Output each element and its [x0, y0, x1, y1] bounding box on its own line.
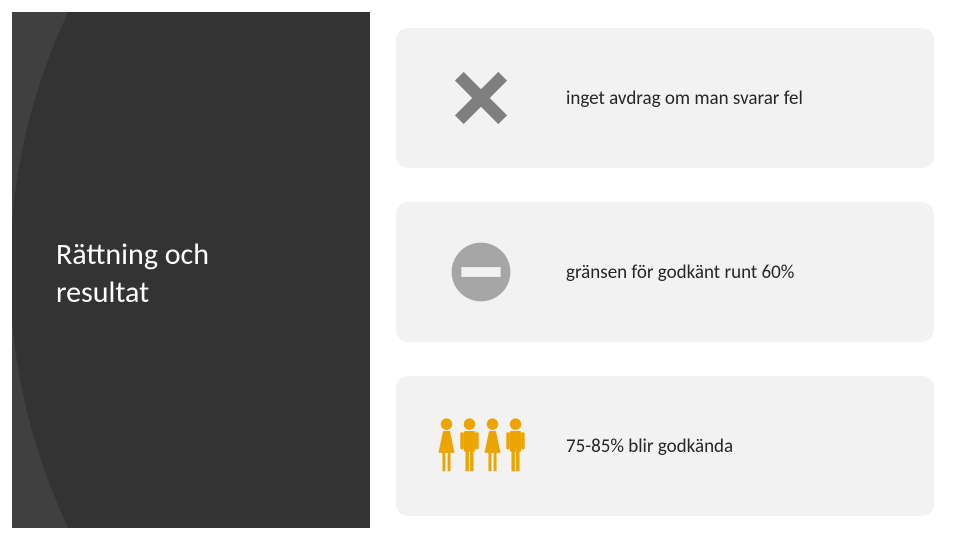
- people-icon: [396, 417, 566, 475]
- cards-container: inget avdrag om man svarar fel gränsen f…: [396, 28, 934, 516]
- minus-circle-icon: [396, 237, 566, 307]
- card-3: 75-85% blir godkända: [396, 376, 934, 516]
- card-1: inget avdrag om man svarar fel: [396, 28, 934, 168]
- card-2-text: gränsen för godkänt runt 60%: [566, 261, 794, 284]
- card-1-text: inget avdrag om man svarar fel: [566, 87, 803, 110]
- card-2: gränsen för godkänt runt 60%: [396, 202, 934, 342]
- card-3-text: 75-85% blir godkända: [566, 435, 733, 458]
- page-title: Rättning ochresultat: [56, 236, 209, 311]
- left-panel: Rättning ochresultat: [12, 12, 370, 528]
- cross-icon: [396, 67, 566, 129]
